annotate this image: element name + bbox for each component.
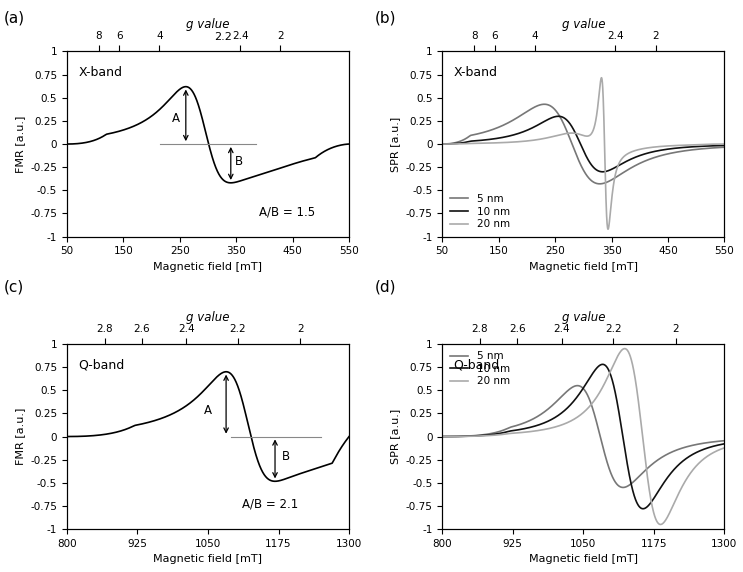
20 nm [684, 472, 693, 479]
Text: A/B = 1.5: A/B = 1.5 [259, 205, 315, 218]
X-axis label: g value: g value [562, 311, 605, 324]
20 nm [438, 433, 447, 440]
10 nm [715, 442, 724, 448]
20 nm [720, 141, 729, 148]
5 nm [487, 430, 496, 437]
5 nm [540, 101, 549, 108]
20 nm [603, 226, 612, 233]
5 nm [720, 437, 729, 444]
5 nm [720, 144, 729, 150]
20 nm [558, 131, 567, 138]
X-axis label: Magnetic field [mT]: Magnetic field [mT] [529, 554, 637, 565]
20 nm [546, 425, 555, 432]
5 nm [470, 131, 478, 138]
20 nm [470, 140, 478, 147]
20 nm [620, 345, 629, 352]
Line: 10 nm: 10 nm [442, 116, 724, 172]
Text: A: A [172, 112, 180, 125]
20 nm [438, 141, 447, 148]
Line: 10 nm: 10 nm [442, 364, 724, 509]
5 nm [715, 144, 724, 151]
10 nm [470, 137, 478, 144]
10 nm [720, 440, 729, 447]
5 nm [546, 102, 555, 109]
10 nm [487, 431, 496, 438]
Text: X-band: X-band [453, 66, 498, 80]
10 nm [546, 115, 555, 122]
Legend: 5 nm, 10 nm, 20 nm: 5 nm, 10 nm, 20 nm [447, 349, 512, 388]
10 nm [554, 113, 562, 120]
Line: 5 nm: 5 nm [442, 386, 724, 487]
10 nm [470, 432, 478, 439]
Y-axis label: FMR [a.u.]: FMR [a.u.] [15, 116, 25, 173]
20 nm [715, 447, 724, 454]
10 nm [546, 416, 555, 423]
10 nm [558, 408, 567, 415]
5 nm [684, 147, 693, 154]
5 nm [715, 438, 724, 444]
5 nm [487, 126, 496, 133]
20 nm [546, 134, 555, 141]
5 nm [438, 433, 447, 440]
20 nm [487, 140, 496, 146]
Text: (c): (c) [4, 280, 24, 295]
Line: 20 nm: 20 nm [442, 78, 724, 229]
Text: B: B [236, 155, 244, 168]
X-axis label: Magnetic field [mT]: Magnetic field [mT] [529, 262, 637, 272]
10 nm [684, 454, 693, 460]
5 nm [595, 180, 604, 187]
20 nm [597, 74, 606, 81]
Y-axis label: SPR [a.u.]: SPR [a.u.] [390, 117, 400, 172]
Line: 20 nm: 20 nm [442, 348, 724, 525]
20 nm [715, 141, 724, 148]
10 nm [598, 168, 607, 175]
5 nm [470, 432, 478, 439]
20 nm [684, 142, 693, 149]
Text: Q-band: Q-band [78, 359, 124, 372]
X-axis label: Magnetic field [mT]: Magnetic field [mT] [154, 554, 262, 565]
10 nm [438, 433, 447, 440]
5 nm [438, 141, 447, 148]
Text: B: B [282, 450, 290, 463]
X-axis label: g value: g value [562, 18, 605, 31]
Y-axis label: SPR [a.u.]: SPR [a.u.] [390, 409, 400, 464]
Text: Q-band: Q-band [453, 359, 500, 372]
5 nm [558, 392, 567, 399]
5 nm [573, 382, 582, 389]
Text: (b): (b) [375, 11, 397, 26]
Text: 2.2: 2.2 [214, 32, 232, 42]
Text: X-band: X-band [78, 66, 122, 80]
5 nm [558, 118, 567, 125]
Text: (d): (d) [375, 280, 397, 295]
Line: 5 nm: 5 nm [442, 104, 724, 184]
10 nm [438, 141, 447, 148]
X-axis label: Magnetic field [mT]: Magnetic field [mT] [154, 262, 262, 272]
10 nm [715, 142, 724, 149]
10 nm [598, 361, 607, 368]
20 nm [558, 421, 567, 428]
5 nm [619, 484, 628, 491]
X-axis label: g value: g value [186, 311, 230, 324]
20 nm [656, 521, 665, 528]
Text: A: A [204, 404, 212, 417]
20 nm [720, 444, 729, 451]
5 nm [546, 404, 555, 411]
10 nm [487, 136, 496, 142]
20 nm [487, 432, 496, 439]
10 nm [558, 114, 567, 121]
X-axis label: g value: g value [186, 18, 230, 31]
Text: (a): (a) [4, 11, 25, 26]
20 nm [470, 433, 478, 440]
Text: A/B = 2.1: A/B = 2.1 [241, 498, 298, 511]
10 nm [720, 142, 729, 149]
10 nm [638, 505, 647, 512]
Legend: 5 nm, 10 nm, 20 nm: 5 nm, 10 nm, 20 nm [447, 192, 512, 232]
5 nm [684, 443, 693, 450]
Y-axis label: FMR [a.u.]: FMR [a.u.] [15, 408, 25, 465]
10 nm [684, 144, 693, 150]
